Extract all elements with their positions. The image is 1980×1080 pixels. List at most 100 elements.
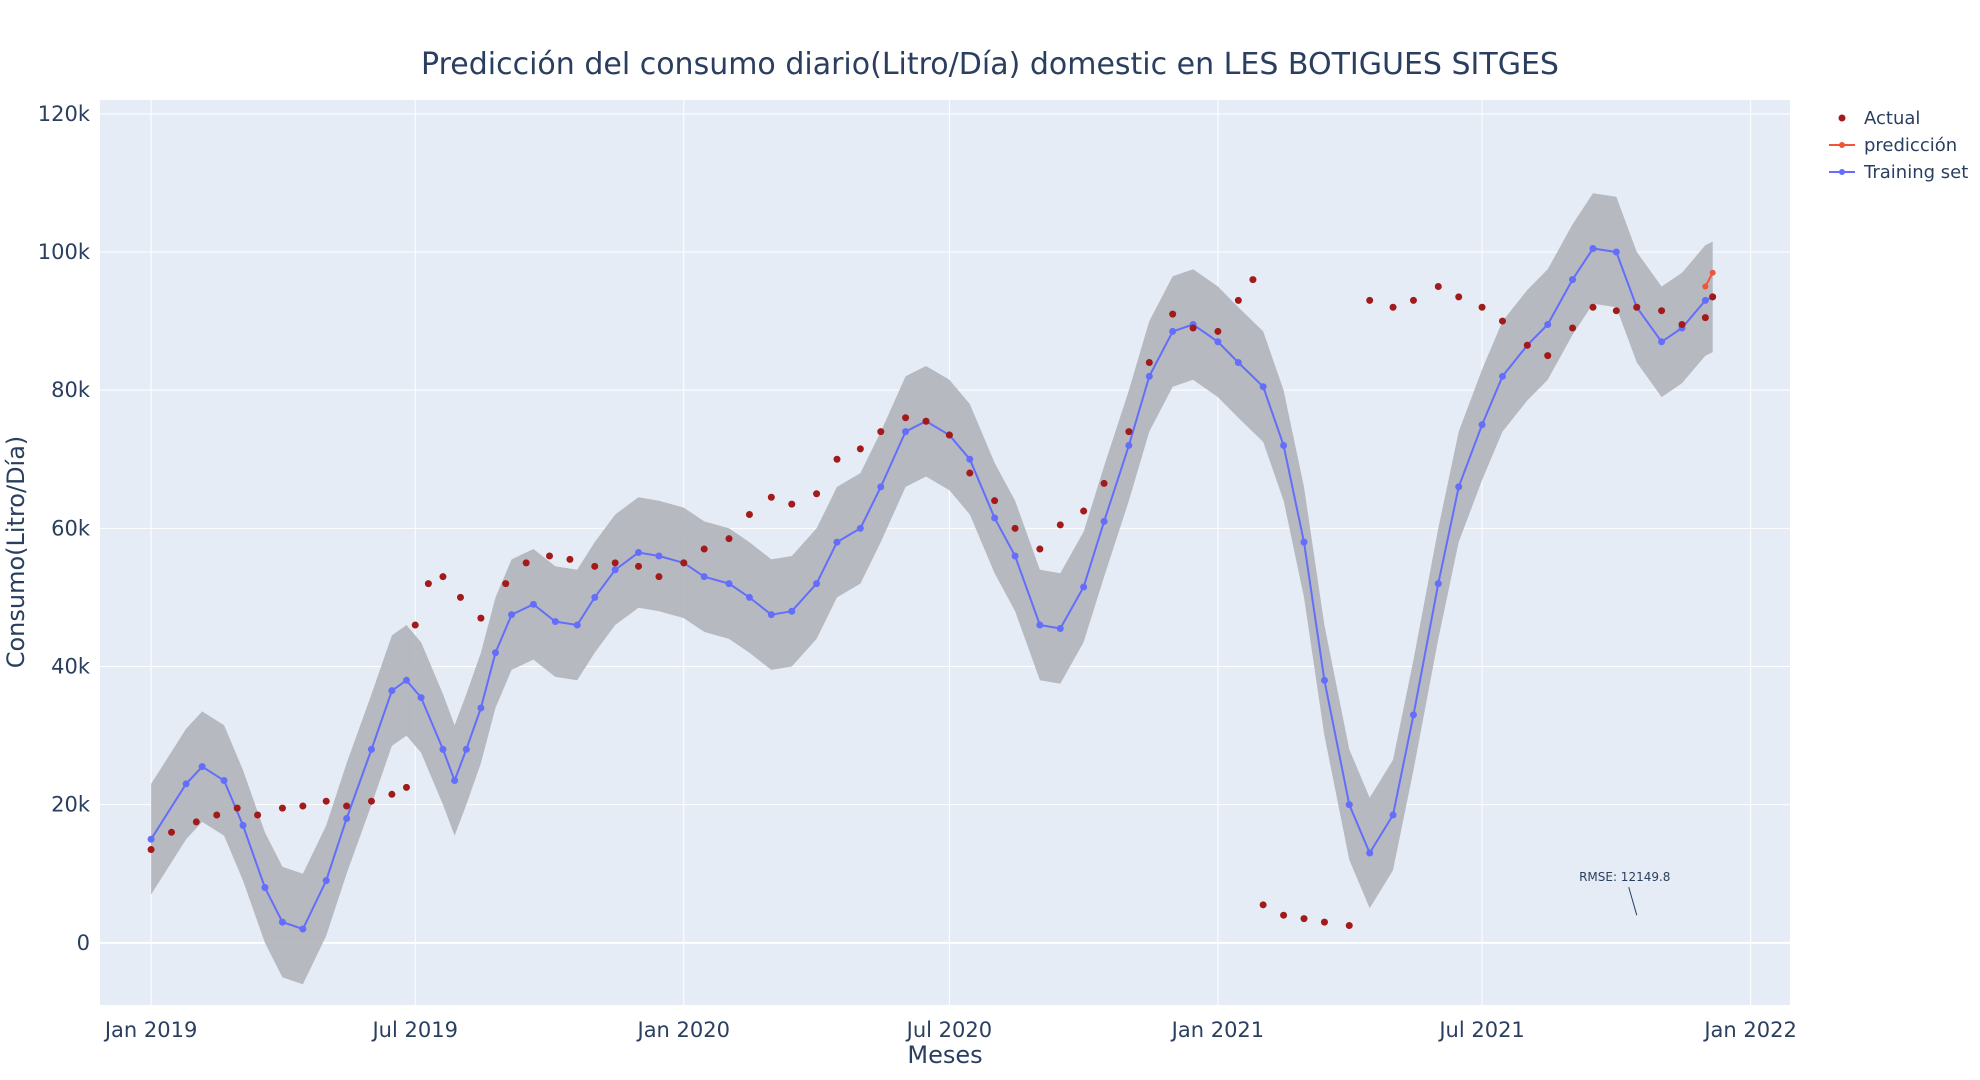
- training-set-point: [635, 549, 643, 556]
- training-set-point: [767, 611, 775, 619]
- training-set-point: [462, 745, 470, 753]
- x-tick-label: Jan 2021: [1170, 1018, 1265, 1042]
- actual-point: [1345, 922, 1353, 930]
- tick-layer: 0 20k 40k 60k 80k 100k 120k Jan 2019 Jul 2019 Jan…: [38, 102, 1797, 1042]
- y-axis-title: Consumo(Litro/Día): [2, 436, 30, 669]
- actual-point: [1249, 276, 1257, 284]
- actual-point: [1080, 507, 1088, 515]
- y-tick-label: 60k: [51, 516, 91, 540]
- prediccion-point: [1709, 269, 1716, 276]
- training-set-point: [1234, 359, 1242, 367]
- training-set-point: [367, 745, 375, 753]
- training-set-point: [182, 780, 190, 788]
- legend-label-actual: Actual: [1864, 108, 1920, 129]
- actual-point: [1569, 324, 1577, 332]
- training-set-point: [439, 745, 447, 753]
- training-set-point: [220, 776, 228, 784]
- training-set-point: [388, 687, 396, 695]
- actual-point: [1259, 901, 1267, 909]
- actual-point: [611, 559, 619, 567]
- training-set-point: [1125, 441, 1133, 449]
- actual-point: [1036, 545, 1044, 553]
- actual-point: [411, 621, 419, 629]
- actual-point: [566, 555, 574, 563]
- actual-point: [1011, 524, 1019, 532]
- legend-item-prediccion[interactable]: predicción: [1829, 135, 1957, 156]
- training-set-point: [1011, 552, 1019, 560]
- actual-point: [1214, 327, 1222, 335]
- actual-point: [1612, 307, 1620, 315]
- legend-marker-prediccion: [1839, 142, 1845, 148]
- training-set-point: [1658, 338, 1666, 346]
- actual-point: [655, 573, 663, 581]
- training-set-point: [1300, 538, 1308, 546]
- actual-point: [1189, 324, 1197, 332]
- plot-area: [100, 100, 1790, 1005]
- training-set-point: [198, 763, 206, 771]
- training-set-point: [1259, 383, 1267, 391]
- training-set-point: [1434, 580, 1442, 588]
- actual-point: [254, 811, 262, 819]
- actual-point: [1409, 296, 1417, 304]
- training-set-point: [1478, 421, 1486, 429]
- training-set-point: [700, 573, 708, 581]
- actual-point: [477, 614, 485, 622]
- confidence-band: [151, 193, 1713, 985]
- training-band: [151, 193, 1713, 985]
- actual-point: [700, 545, 708, 553]
- training-set-point: [147, 835, 155, 843]
- y-tick-label: 100k: [38, 240, 91, 264]
- training-set-point: [508, 611, 516, 619]
- x-axis-title: Meses: [907, 1041, 982, 1069]
- actual-point: [1169, 310, 1177, 318]
- annotation-arrow: [1628, 887, 1638, 916]
- training-set-point: [573, 621, 581, 629]
- training-set-point: [725, 580, 733, 588]
- actual-point: [213, 811, 221, 819]
- actual-point: [1678, 321, 1686, 329]
- legend-item-training-set[interactable]: Training set: [1829, 162, 1968, 183]
- training-set-point: [1280, 441, 1288, 449]
- legend-label-prediccion: predicción: [1864, 135, 1957, 156]
- actual-point: [922, 417, 930, 425]
- actual-point: [1434, 283, 1442, 291]
- training-set-point: [1455, 483, 1463, 491]
- training-set-point: [1345, 801, 1353, 809]
- actual-point: [1589, 303, 1597, 311]
- prediccion-point: [1702, 283, 1709, 290]
- actual-point: [1389, 303, 1397, 311]
- actual-point: [833, 455, 841, 463]
- training-set-point: [813, 580, 821, 588]
- chart-title: Predicción del consumo diario(Litro/Día)…: [421, 47, 1559, 82]
- training-set-point: [991, 514, 999, 522]
- actual-point: [725, 535, 733, 543]
- actual-point: [402, 783, 410, 791]
- actual-point: [388, 790, 396, 798]
- actual-point: [1498, 317, 1506, 325]
- training-set-point: [591, 593, 599, 601]
- actual-point: [1145, 359, 1153, 367]
- actual-point: [424, 580, 432, 588]
- actual-point: [299, 802, 307, 810]
- training-set-point: [1214, 338, 1222, 346]
- training-set-point: [1409, 711, 1417, 719]
- training-set-point: [551, 618, 559, 626]
- actual-point: [1523, 341, 1531, 349]
- training-set-point: [1569, 276, 1577, 284]
- actual-point: [767, 493, 775, 501]
- rmse-annotation: RMSE: 12149.8: [1579, 870, 1670, 884]
- training-set-point: [1701, 296, 1709, 304]
- actual-point: [591, 562, 599, 570]
- x-tick-label: Jul 2020: [905, 1018, 992, 1042]
- training-set-point: [278, 918, 286, 926]
- actual-point: [439, 573, 447, 581]
- y-tick-label: 120k: [38, 102, 91, 126]
- actual-point: [1056, 521, 1064, 529]
- actual-point: [502, 580, 510, 588]
- series-layer: [147, 245, 1717, 933]
- actual-point: [680, 559, 688, 567]
- legend-item-actual[interactable]: Actual: [1838, 108, 1921, 129]
- actual-point: [1100, 479, 1108, 487]
- actual-point: [1633, 303, 1641, 311]
- training-set-point: [877, 483, 885, 491]
